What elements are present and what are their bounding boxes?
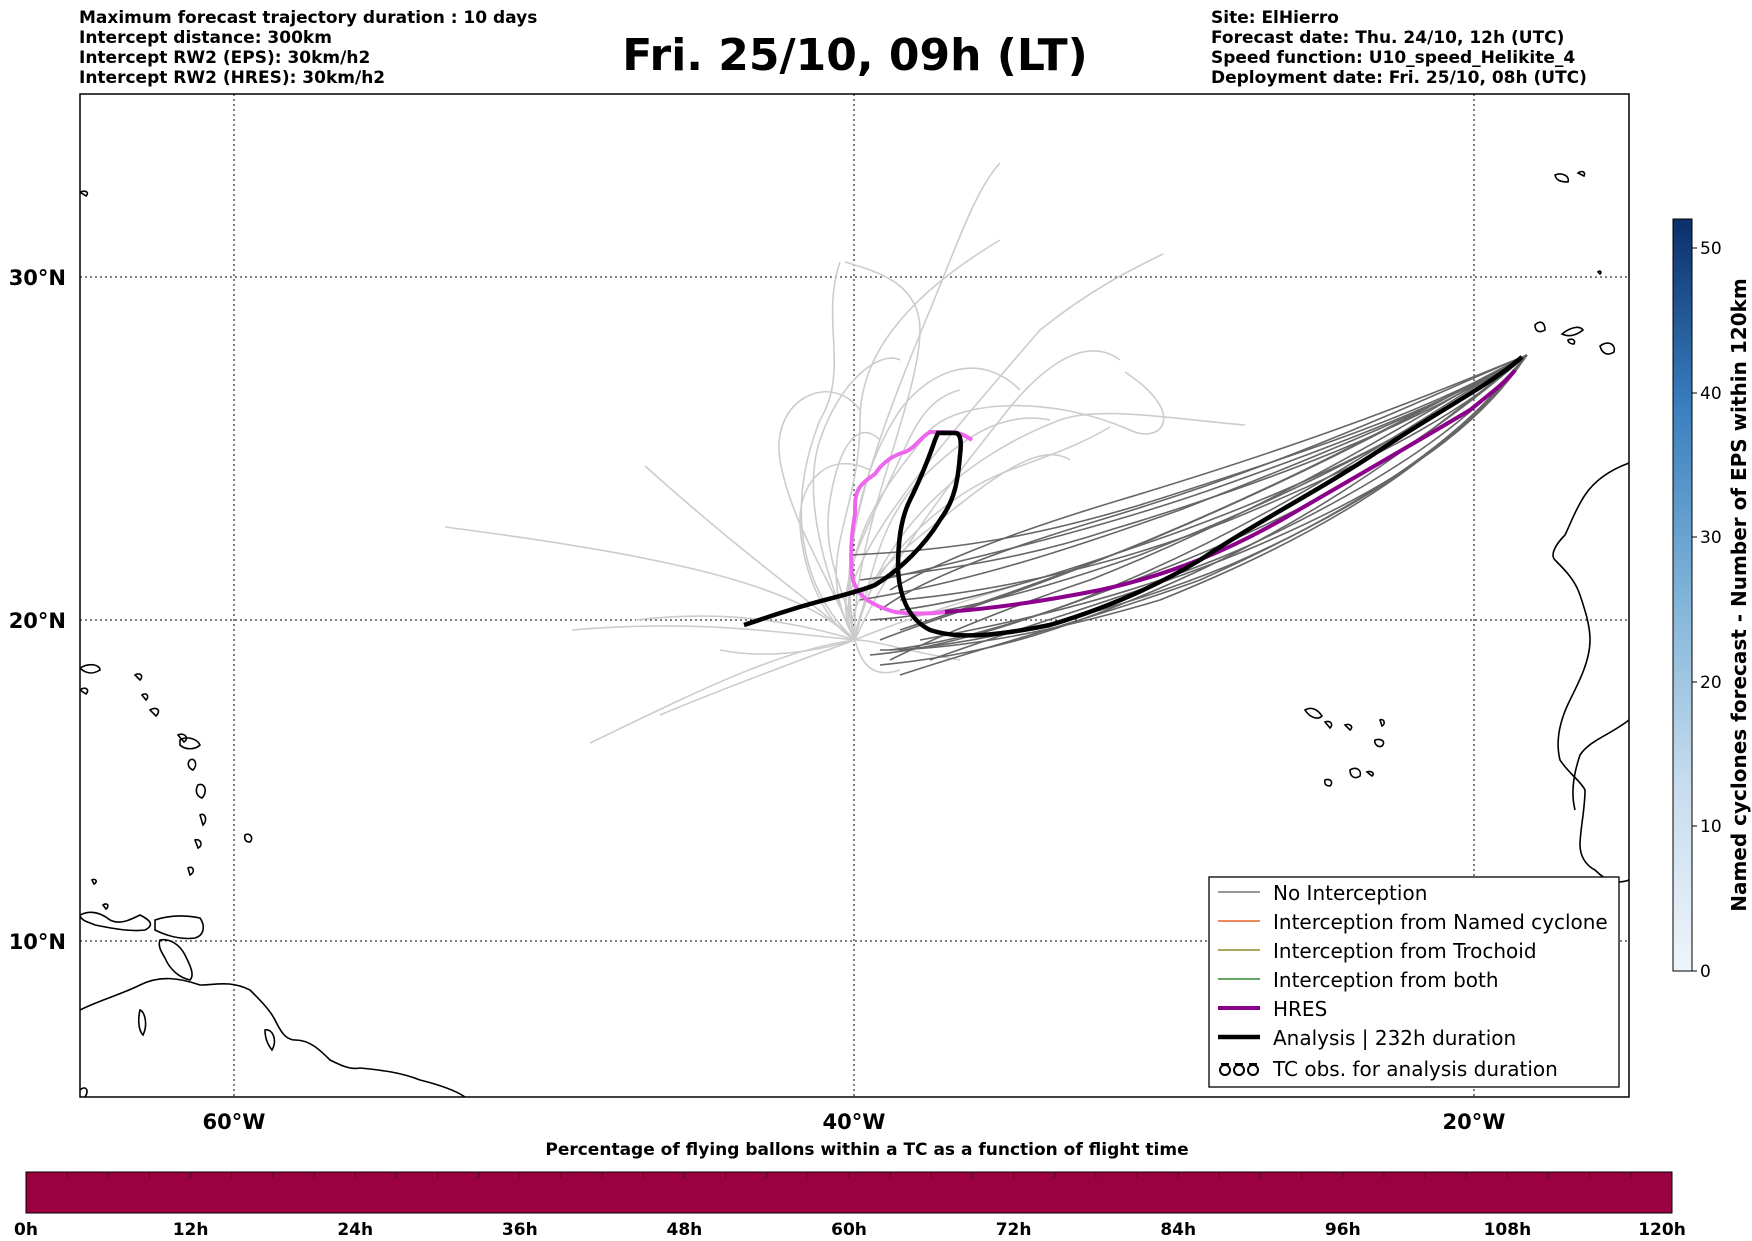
colorbar-tick-50: 50 xyxy=(1700,239,1722,259)
colorbar-right: 0 10 20 30 40 50 Named cyclones forecast… xyxy=(1672,218,1751,982)
colorbar-tick-10: 10 xyxy=(1700,817,1722,837)
time-tick-96h: 96h xyxy=(1325,1220,1361,1240)
info-line-rw2-eps: Intercept RW2 (EPS): 30km/h2 xyxy=(79,48,371,68)
lon-label-40w: 40°W xyxy=(823,1110,886,1134)
time-tick-12h: 12h xyxy=(173,1220,209,1240)
lat-label-30: 30°N xyxy=(9,266,66,290)
map-frame xyxy=(79,93,1630,1098)
time-tick-48h: 48h xyxy=(667,1220,703,1240)
colorbar-tick-30: 30 xyxy=(1700,528,1722,548)
info-line-distance: Intercept distance: 300km xyxy=(79,28,332,48)
info-line-duration: Maximum forecast trajectory duration : 1… xyxy=(79,8,538,28)
legend-label-hres: HRES xyxy=(1273,997,1327,1021)
lat-label-10: 10°N xyxy=(9,930,66,954)
time-tick-36h: 36h xyxy=(502,1220,538,1240)
time-tick-84h: 84h xyxy=(1160,1220,1196,1240)
colorbar-tick-20: 20 xyxy=(1700,673,1722,693)
legend-label-named-cyclone: Interception from Named cyclone xyxy=(1273,910,1608,934)
info-deployment-date: Deployment date: Fri. 25/10, 08h (UTC) xyxy=(1211,68,1587,88)
coastlines xyxy=(80,170,1629,1097)
time-tick-120h: 120h xyxy=(1638,1220,1686,1240)
time-tick-0h: 0h xyxy=(14,1220,38,1240)
legend-label-both: Interception from both xyxy=(1273,968,1499,992)
legend-label-tc-obs: TC obs. for analysis duration xyxy=(1272,1057,1558,1081)
info-site: Site: ElHierro xyxy=(1211,8,1339,28)
colorbar-tick-40: 40 xyxy=(1700,384,1722,404)
legend: No Interception Interception from Named … xyxy=(1208,876,1620,1088)
time-tick-24h: 24h xyxy=(337,1220,373,1240)
legend-label-analysis: Analysis | 232h duration xyxy=(1273,1026,1516,1050)
info-line-rw2-hres: Intercept RW2 (HRES): 30km/h2 xyxy=(79,68,386,88)
colorbar-tick-0: 0 xyxy=(1700,962,1711,982)
hres-early-segment xyxy=(849,430,974,616)
lat-label-20: 20°N xyxy=(9,609,66,633)
map-title: Fri. 25/10, 09h (LT) xyxy=(622,30,1088,81)
time-tick-108h: 108h xyxy=(1484,1220,1532,1240)
legend-label-trochoid: Interception from Trochoid xyxy=(1273,939,1537,963)
colorbar-right-label: Named cyclones forecast - Number of EPS … xyxy=(1727,278,1751,912)
colorbar-bottom-ticks xyxy=(66,1172,1632,1178)
colorbar-bottom: Percentage of flying ballons within a TC… xyxy=(14,1140,1686,1240)
lon-label-20w: 20°W xyxy=(1443,1110,1506,1134)
hres-trajectory xyxy=(944,368,1517,614)
time-tick-60h: 60h xyxy=(831,1220,867,1240)
time-tick-72h: 72h xyxy=(996,1220,1032,1240)
legend-label-no-interception: No Interception xyxy=(1273,881,1427,905)
analysis-trajectory xyxy=(743,355,1524,638)
info-speed-function: Speed function: U10_speed_Helikite_4 xyxy=(1211,48,1576,68)
tc-obs-symbol-icon xyxy=(1219,1063,1259,1076)
lon-label-60w: 60°W xyxy=(203,1110,266,1134)
info-forecast-date: Forecast date: Thu. 24/10, 12h (UTC) xyxy=(1211,28,1565,48)
colorbar-bottom-title: Percentage of flying ballons within a TC… xyxy=(545,1140,1188,1160)
